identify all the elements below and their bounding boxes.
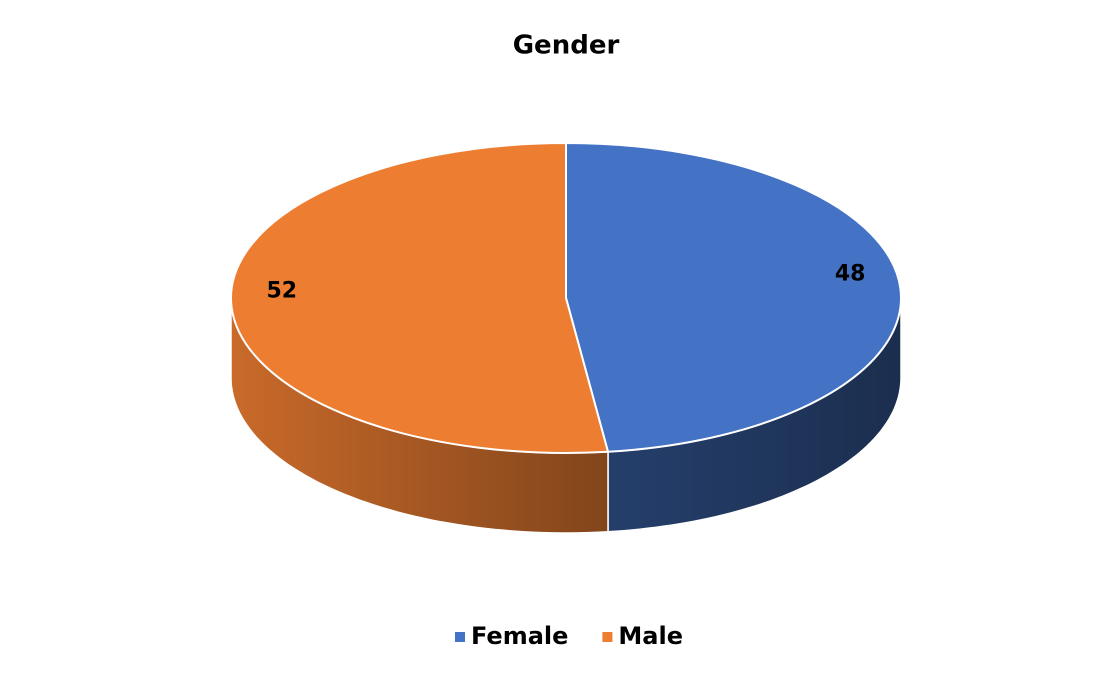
legend-label: Male <box>618 622 683 650</box>
data-label: 52 <box>266 278 297 303</box>
slice <box>230 141 610 454</box>
data-label: 48 <box>835 262 866 287</box>
chart-title: Gender <box>513 31 620 61</box>
legend-swatch <box>455 632 465 642</box>
slice <box>565 141 902 453</box>
legend-swatch <box>602 632 613 642</box>
legend-label: Female <box>471 622 568 650</box>
